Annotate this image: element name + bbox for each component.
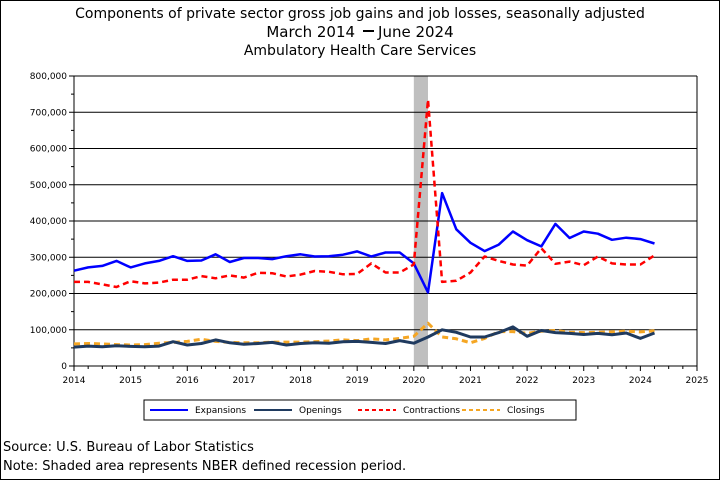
x-tick-label: 2021 bbox=[459, 376, 482, 386]
x-tick-label: 2022 bbox=[516, 376, 539, 386]
series-line-closings bbox=[73, 321, 655, 347]
y-tick-label: 500,000 bbox=[30, 181, 67, 191]
y-tick-label: 200,000 bbox=[30, 290, 67, 300]
legend-label-contractions: Contractions bbox=[403, 406, 460, 416]
y-tick-label: 800,000 bbox=[30, 72, 67, 82]
series-line-openings bbox=[73, 325, 656, 349]
x-tick-label: 2018 bbox=[289, 376, 312, 386]
chart-title: Components of private sector gross job g… bbox=[75, 6, 645, 22]
legend-label-expansions: Expansions bbox=[195, 406, 246, 416]
y-tick-label: 600,000 bbox=[30, 145, 67, 155]
recession-note: Note: Shaded area represents NBER define… bbox=[3, 459, 407, 474]
range-end: June 2024 bbox=[378, 23, 454, 41]
y-tick-label: 0 bbox=[61, 362, 67, 372]
x-tick-label: 2015 bbox=[119, 376, 142, 386]
x-tick-label: 2016 bbox=[176, 376, 199, 386]
x-tick-label: 2019 bbox=[346, 376, 369, 386]
chart-subtitle: Ambulatory Health Care Services bbox=[243, 43, 477, 59]
legend-label-closings: Closings bbox=[507, 406, 545, 416]
y-tick-label: 700,000 bbox=[30, 108, 67, 118]
line-chart: 0 100,000 200,000 300,000 400,000 500,000 600,… bbox=[30, 72, 709, 421]
series-line-expansions bbox=[73, 191, 655, 294]
x-tick-label: 2020 bbox=[402, 376, 425, 386]
y-tick-label: 400,000 bbox=[30, 217, 67, 227]
legend-label-openings: Openings bbox=[299, 406, 342, 416]
y-tick-label: 300,000 bbox=[30, 253, 67, 263]
y-tick-label: 100,000 bbox=[30, 326, 67, 336]
x-tick-label: 2023 bbox=[572, 376, 595, 386]
range-start: March 2014 bbox=[266, 23, 356, 41]
x-tick-label: 2024 bbox=[629, 376, 652, 386]
chart-date-range: March 2014 June 2024 bbox=[0, 23, 720, 41]
x-tick-label: 2014 bbox=[63, 376, 86, 386]
range-dash-icon bbox=[363, 29, 375, 32]
x-tick-label: 2025 bbox=[686, 376, 709, 386]
series-line-contractions bbox=[74, 98, 656, 289]
source-note: Source: U.S. Bureau of Labor Statistics bbox=[3, 440, 254, 455]
x-tick-label: 2017 bbox=[232, 376, 255, 386]
legend: Expansions Openings Contractions Closings bbox=[143, 399, 577, 421]
